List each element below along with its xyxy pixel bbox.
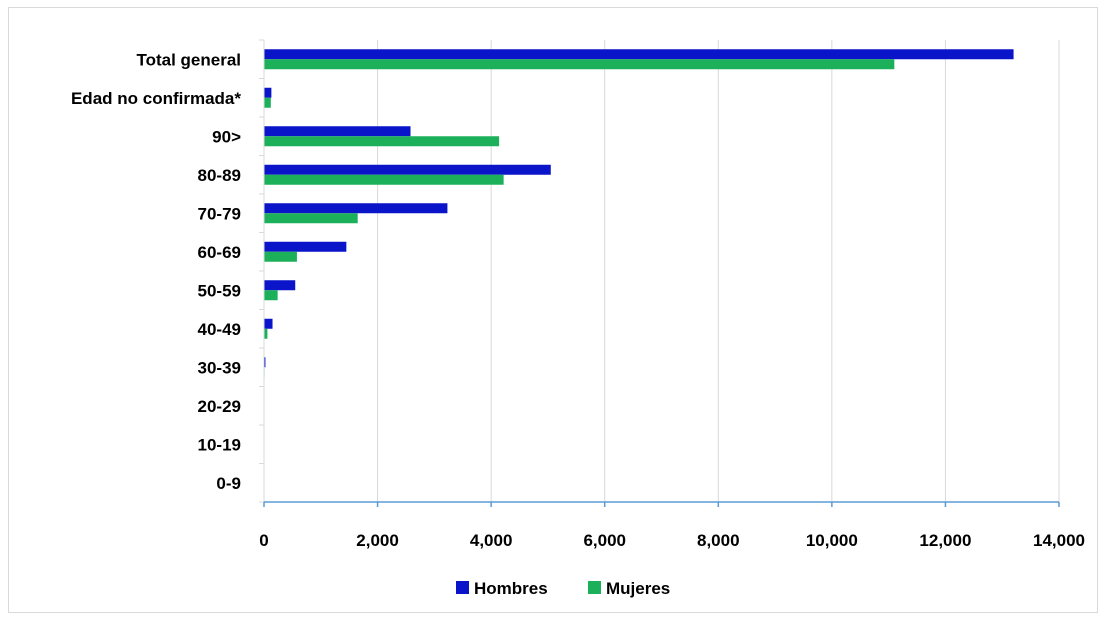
bar-hombres[interactable] bbox=[264, 87, 272, 98]
legend-label-mujeres: Mujeres bbox=[606, 579, 670, 598]
category-label: 90> bbox=[212, 127, 241, 146]
bar-hombres[interactable] bbox=[264, 318, 273, 329]
x-tick-label: 0 bbox=[259, 531, 268, 550]
category-label: 50-59 bbox=[198, 281, 241, 300]
bar-hombres[interactable] bbox=[264, 357, 266, 368]
bar-mujeres[interactable] bbox=[264, 136, 500, 147]
bar-hombres[interactable] bbox=[264, 164, 551, 175]
bar-mujeres[interactable] bbox=[264, 290, 278, 301]
bar-hombres[interactable] bbox=[264, 280, 296, 291]
category-label: Total general bbox=[136, 50, 241, 69]
category-label: Edad no confirmada* bbox=[71, 89, 241, 108]
bar-hombres[interactable] bbox=[264, 126, 411, 137]
x-tick-label: 8,000 bbox=[697, 531, 740, 550]
category-label: 80-89 bbox=[198, 166, 241, 185]
category-label: 20-29 bbox=[198, 397, 241, 416]
bar-mujeres[interactable] bbox=[264, 213, 358, 224]
x-tick-label: 10,000 bbox=[806, 531, 858, 550]
legend-swatch-hombres bbox=[456, 581, 469, 594]
x-tick-label: 12,000 bbox=[919, 531, 971, 550]
bar-hombres[interactable] bbox=[264, 203, 448, 214]
legend-swatch-mujeres bbox=[588, 581, 601, 594]
bar-mujeres[interactable] bbox=[264, 174, 504, 185]
chart-frame bbox=[8, 7, 1098, 613]
bar-mujeres[interactable] bbox=[264, 328, 268, 339]
bar-mujeres[interactable] bbox=[264, 251, 297, 262]
bar-hombres[interactable] bbox=[264, 241, 347, 252]
category-label: 30-39 bbox=[198, 358, 241, 377]
x-tick-label: 4,000 bbox=[470, 531, 513, 550]
legend-label-hombres: Hombres bbox=[474, 579, 548, 598]
category-label: 40-49 bbox=[198, 320, 241, 339]
bar-hombres[interactable] bbox=[264, 49, 1014, 60]
x-tick-label: 6,000 bbox=[583, 531, 626, 550]
bar-mujeres[interactable] bbox=[264, 97, 271, 108]
x-tick-label: 14,000 bbox=[1033, 531, 1085, 550]
category-label: 0-9 bbox=[216, 474, 241, 493]
category-label: 70-79 bbox=[198, 204, 241, 223]
category-label: 60-69 bbox=[198, 243, 241, 262]
x-tick-label: 2,000 bbox=[356, 531, 399, 550]
bar-mujeres[interactable] bbox=[264, 59, 895, 70]
category-label: 10-19 bbox=[198, 435, 241, 454]
